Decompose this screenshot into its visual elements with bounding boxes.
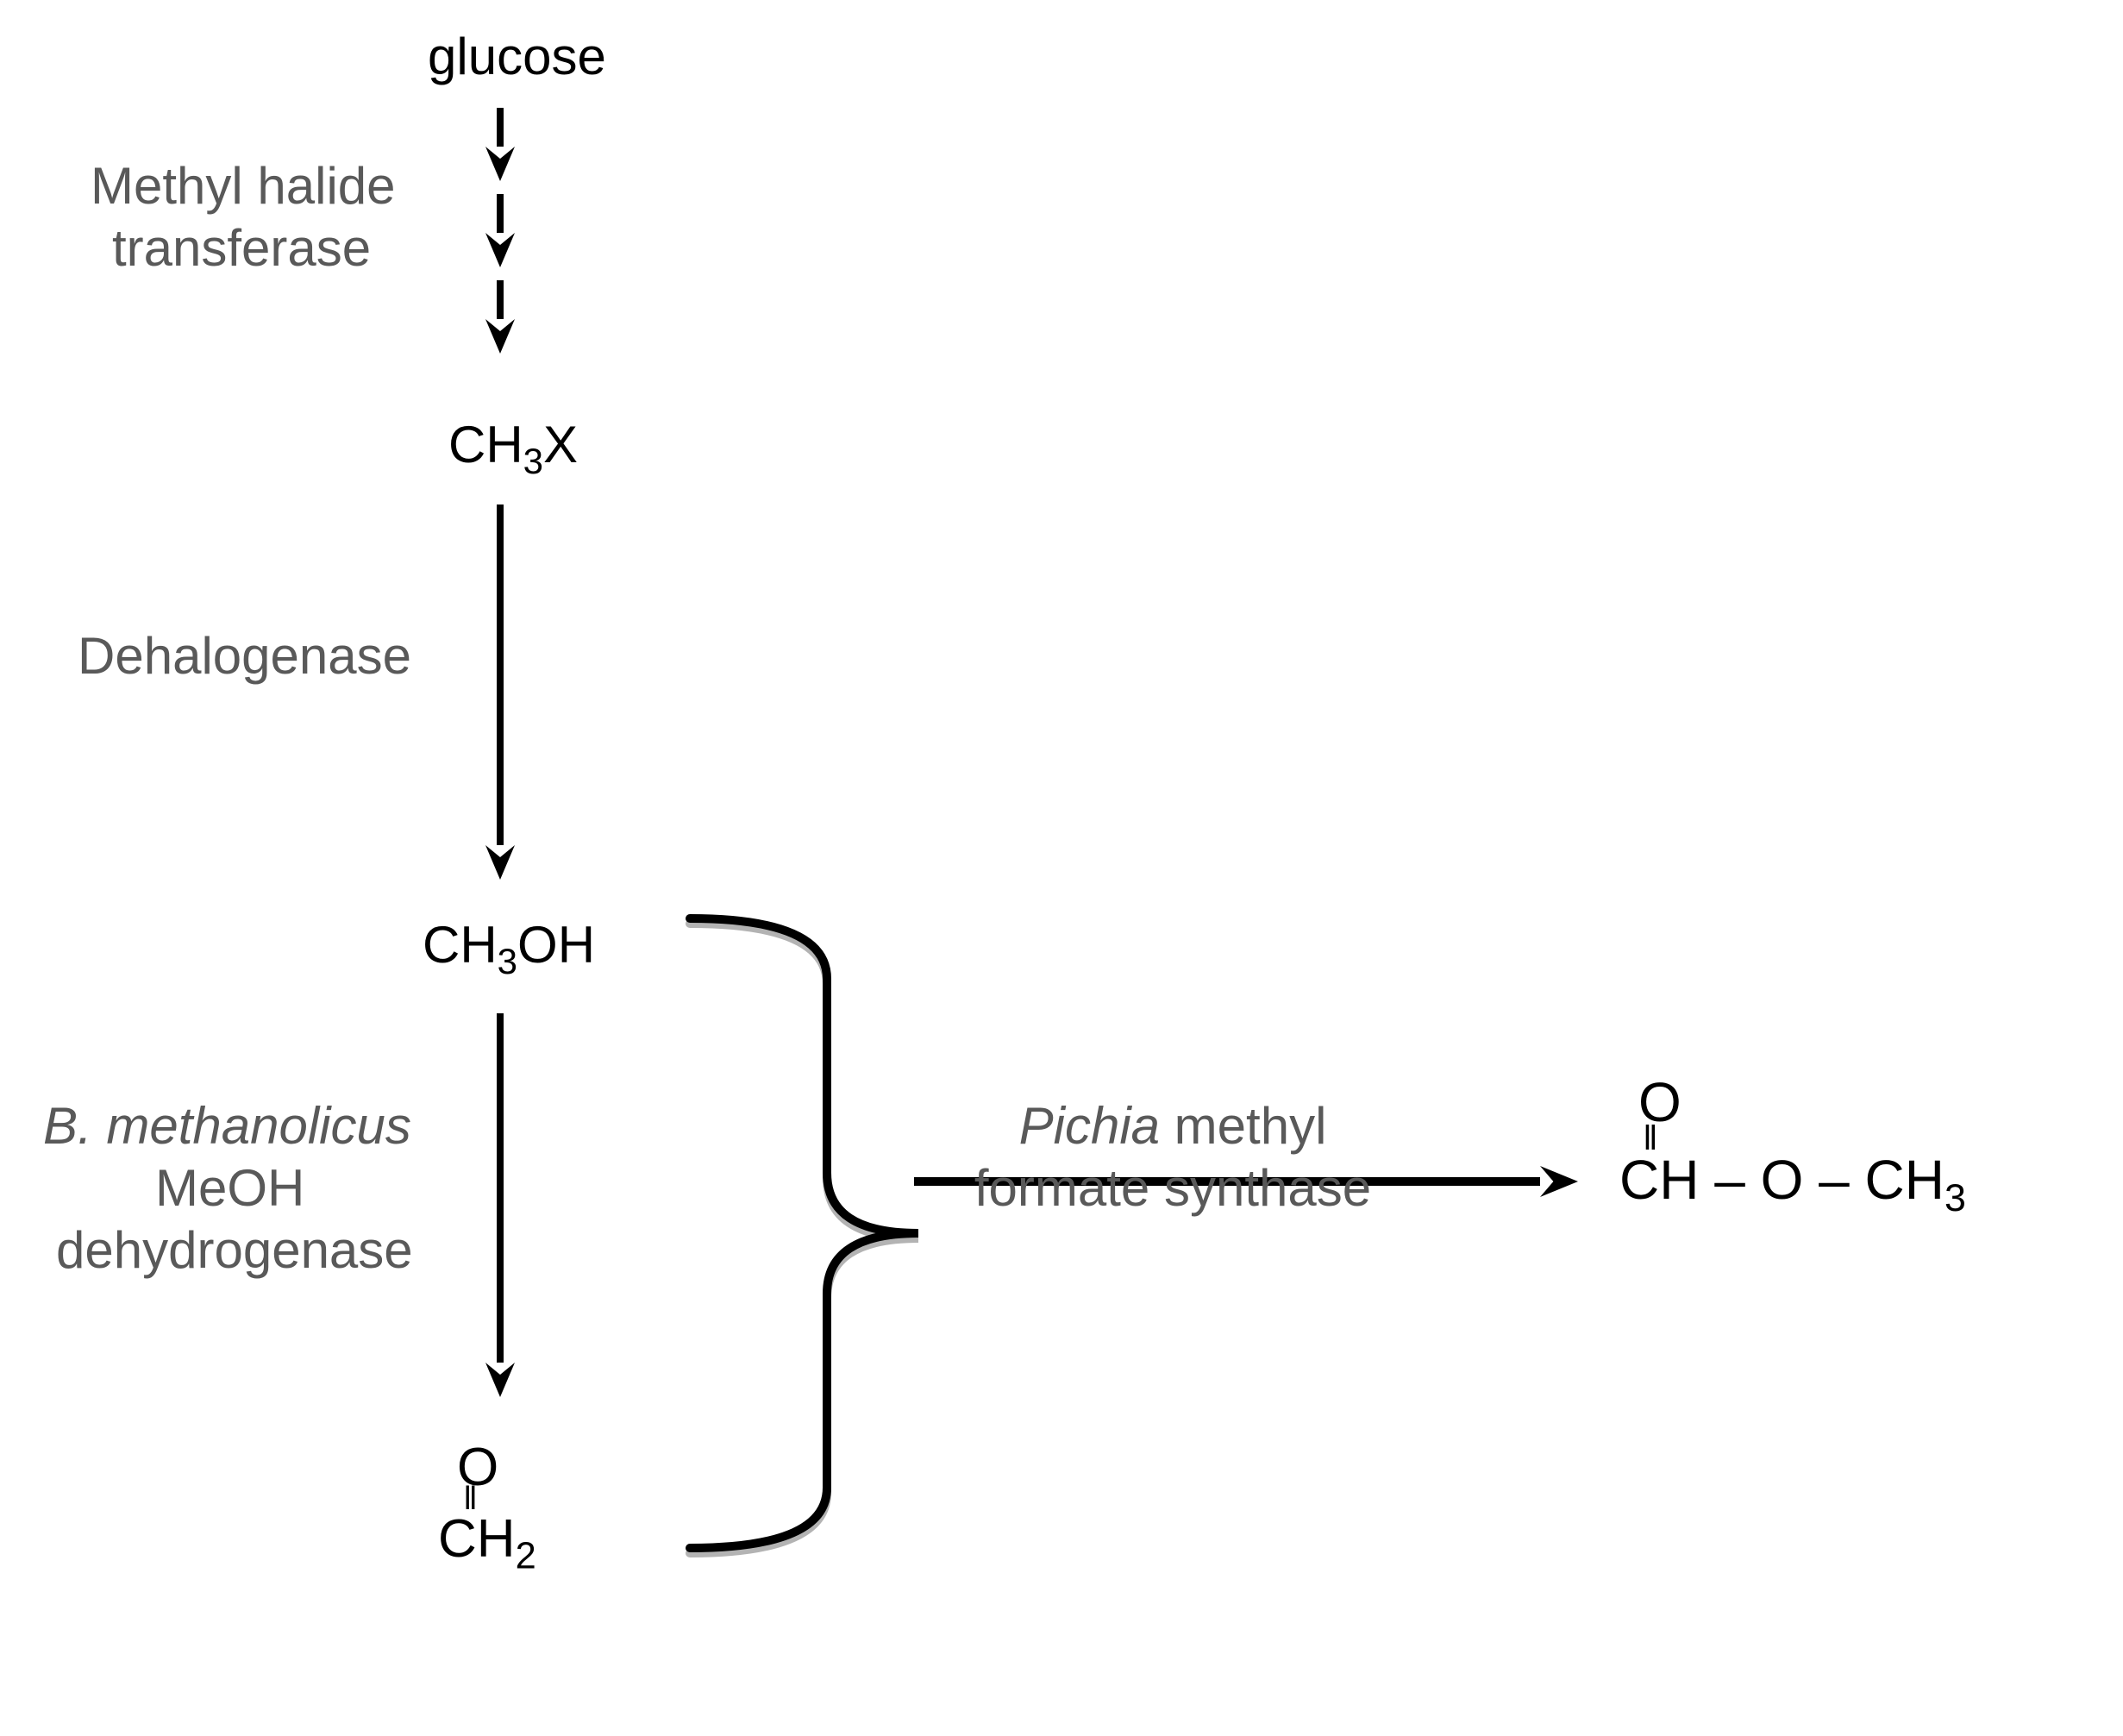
compound-ch3x: CH3X [448, 414, 578, 483]
compound-glucose: glucose [428, 26, 606, 88]
compound-methylformate-chain: CH – O – CH3 [1619, 1147, 1966, 1222]
enzyme-meoh-dehydrogenase: B. methanolicus MeOH dehydrogenase [43, 1095, 413, 1282]
enzyme-methyl-halide-transferase: Methyl halide transferase [91, 155, 396, 279]
compound-formaldehyde-ch2: CH2 [438, 1507, 536, 1578]
compound-ch3oh: CH3OH [423, 914, 595, 983]
enzyme-dehalogenase: Dehalogenase [78, 625, 411, 687]
diagram-canvas: glucose CH3X CH3OH O ll CH2 O ll CH – O … [0, 0, 2123, 1736]
enzyme-pichia-methyl-formate-synthase: Pichia methyl formate synthase [961, 1095, 1384, 1219]
